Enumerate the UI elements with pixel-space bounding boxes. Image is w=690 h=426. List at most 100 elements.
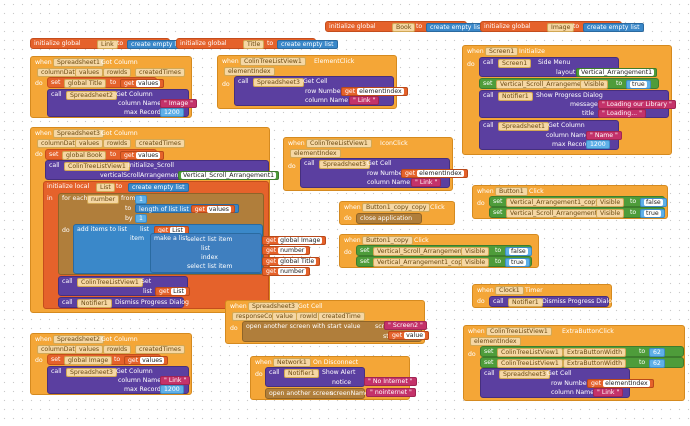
call-dismiss-progress[interactable]: call Notifier1 Dismiss Progress Dialog	[58, 297, 189, 308]
component-name[interactable]: Notifier1	[498, 92, 533, 101]
add-items-block[interactable]: add items to list list get List item mak…	[73, 224, 263, 274]
component-name[interactable]: ColinTreeListView1	[240, 57, 306, 66]
set-visible[interactable]: set Vertical_Arrangement1_copy Visible t…	[489, 196, 667, 207]
make-a-list[interactable]: make a list select list item list index …	[150, 233, 262, 273]
var-dropdown[interactable]: global Title	[64, 79, 107, 88]
text-value[interactable]: " No Internet "	[364, 377, 417, 386]
for-each-loop[interactable]: for each number from 1 to length of list…	[58, 193, 264, 275]
get-var[interactable]: number	[278, 247, 307, 254]
component-name[interactable]: Spreadsheet3	[319, 160, 370, 169]
get-var[interactable]: values	[140, 357, 165, 364]
set-visible[interactable]: set Vertical_Scroll_Arrangement1 Visible…	[489, 207, 665, 218]
param[interactable]: createdTime	[318, 312, 365, 321]
component-name[interactable]: ColinTreeListView1	[497, 359, 563, 368]
get-var[interactable]: elementIndex	[357, 88, 404, 95]
open-another-screen[interactable]: open another screen screenName	[265, 388, 369, 399]
text-value[interactable]: " Name "	[586, 131, 622, 140]
component-name[interactable]: Notifier1	[508, 298, 543, 307]
event-button1-click[interactable]: when Button1 Click do set Vertical_Arran…	[472, 185, 668, 219]
init-global-book[interactable]: initialize global Book to create empty l…	[325, 21, 487, 32]
get-param[interactable]: get elementIndex	[401, 169, 468, 178]
number-value[interactable]: 1	[135, 214, 147, 223]
property-name[interactable]: Visible	[580, 80, 609, 89]
component-name[interactable]: Spreadsheet3	[253, 78, 304, 87]
set-visible[interactable]: set Vertical_Scroll_Arrangement1 Visible…	[479, 78, 659, 89]
component-name[interactable]: Clock1	[495, 286, 524, 295]
set-global-block[interactable]: set global Title to get values	[47, 77, 165, 88]
var-name[interactable]: Image	[547, 23, 575, 32]
bool-value[interactable]: true	[505, 258, 530, 267]
param[interactable]: rowIds	[103, 68, 132, 77]
component-name[interactable]: Notifier1	[284, 369, 319, 378]
get-var[interactable]: List	[170, 227, 185, 234]
param[interactable]: values	[75, 139, 104, 148]
get-number[interactable]: get number	[262, 246, 311, 255]
component-name[interactable]: ColinTreeListView1	[77, 278, 143, 287]
call-get-cell[interactable]: call Spreadsheet3 Get Cell row Number ge…	[300, 158, 468, 188]
event-spreadsheet1-got-column[interactable]: when Spreadsheet1 Got Column columnData …	[30, 56, 198, 118]
get-var[interactable]: number	[278, 268, 307, 275]
get-var[interactable]: values	[136, 80, 161, 87]
var-name[interactable]: Title	[243, 40, 265, 49]
set-listview[interactable]: call ColinTreeListView1 Set list get Lis…	[58, 276, 190, 296]
call-get-column[interactable]: call Spreadsheet3 Get Column column Name…	[47, 366, 191, 394]
property-name[interactable]: ExtraButtonWidth	[563, 348, 627, 357]
component-name[interactable]: Spreadsheet2	[53, 335, 104, 344]
param[interactable]: createdTimes	[135, 139, 185, 148]
local-name[interactable]: List	[96, 183, 115, 192]
component-name[interactable]: ColinTreeListView1	[497, 348, 563, 357]
set-global-block[interactable]: set global Image to get values	[47, 354, 169, 365]
create-empty-list[interactable]: create empty list	[128, 183, 189, 192]
get-value[interactable]: get value	[388, 331, 430, 340]
number-value[interactable]: 62	[649, 348, 665, 357]
var-name[interactable]: Link	[97, 40, 118, 49]
call-show-progress[interactable]: call Notifier1 Show Progress Dialog mess…	[479, 90, 676, 118]
initialize-local-block[interactable]: initialize local List to create empty li…	[43, 181, 269, 309]
get-param[interactable]: get elementIndex	[587, 379, 654, 388]
bool-value[interactable]: false	[640, 198, 667, 207]
get-var[interactable]: value	[404, 332, 426, 339]
text-value[interactable]: " Link "	[160, 376, 191, 385]
get-values[interactable]: get values	[124, 356, 169, 365]
create-empty-list[interactable]: create empty list	[426, 23, 487, 32]
var-dropdown[interactable]: global Image	[64, 356, 113, 365]
component-name[interactable]: ColinTreeListView1	[64, 162, 130, 171]
create-empty-list[interactable]: create empty list	[583, 23, 644, 32]
get-number[interactable]: get number	[262, 267, 311, 276]
component-name[interactable]: Screen1	[498, 59, 532, 68]
number-value[interactable]: 62	[649, 359, 665, 368]
number-value[interactable]: 1	[135, 195, 147, 204]
get-var[interactable]: elementIndex	[603, 380, 650, 387]
param[interactable]: elementIndex	[224, 67, 275, 76]
call-show-alert[interactable]: call Notifier1 Show Alert notice	[265, 367, 365, 387]
property-name[interactable]: ExtraButtonWidth	[563, 359, 627, 368]
property-name[interactable]: Visible	[596, 198, 625, 207]
component-block[interactable]: Vertical_Arrangement1	[576, 68, 658, 77]
param[interactable]: rowIds	[103, 139, 132, 148]
component-name[interactable]: Spreadsheet3	[499, 370, 550, 379]
get-values[interactable]: get values	[120, 79, 165, 88]
set-extra-width[interactable]: set ColinTreeListView1 ExtraButtonWidth …	[480, 357, 684, 368]
set-visible[interactable]: set Vertical_Arrangement1_copy Visible t…	[356, 256, 532, 267]
text-value[interactable]: " Link "	[349, 96, 380, 105]
init-global-title[interactable]: initialize global Title to create empty …	[176, 38, 338, 49]
property-name[interactable]: Visible	[461, 258, 490, 267]
call-initialize-scroll[interactable]: call ColinTreeListView1 Initialize_Scrol…	[45, 160, 280, 180]
get-var[interactable]: elementIndex	[417, 170, 464, 177]
component-name[interactable]: Spreadsheet1	[498, 122, 549, 131]
get-list[interactable]: get List	[155, 287, 190, 296]
create-empty-list[interactable]: create empty list	[277, 40, 338, 49]
param[interactable]: elementIndex	[470, 337, 521, 346]
get-global-image[interactable]: get global Image	[262, 236, 327, 245]
component-block[interactable]: Vertical_Scroll_Arrangement1	[178, 171, 280, 180]
set-global-block[interactable]: set global Book to get values	[45, 149, 165, 160]
call-dismiss-progress[interactable]: call Notifier1 Dismiss Progress Dialog	[489, 296, 616, 307]
component-name[interactable]: Button1_copy	[362, 236, 413, 245]
loop-var[interactable]: number	[87, 195, 120, 204]
event-clock1-timer[interactable]: when Clock1 Timer do call Notifier1 Dism…	[472, 284, 616, 308]
number-value[interactable]: 1200	[160, 385, 184, 394]
get-var[interactable]: global Title	[278, 258, 317, 265]
param[interactable]: values	[75, 345, 104, 354]
call-get-cell[interactable]: call Spreadsheet3 Get Cell row Number ge…	[234, 76, 408, 106]
get-param[interactable]: get elementIndex	[341, 87, 408, 96]
